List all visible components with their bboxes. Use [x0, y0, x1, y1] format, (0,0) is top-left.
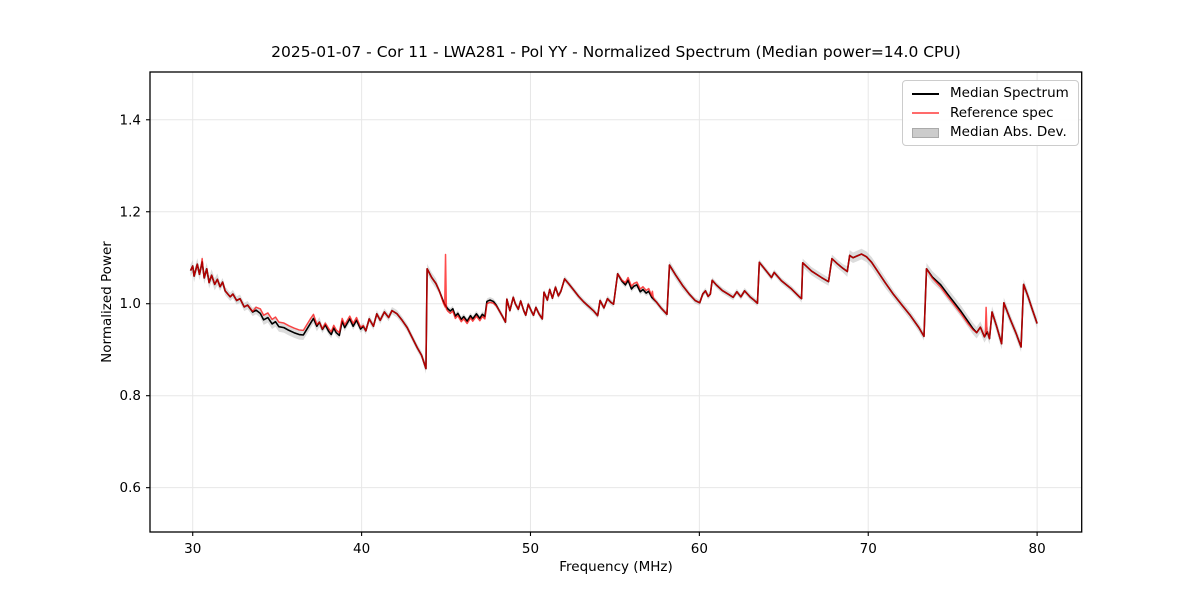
reference-spec-line	[189, 253, 1038, 370]
legend: Median Spectrum Reference spec Median Ab…	[902, 80, 1079, 146]
y-tick-label: 0.8	[120, 388, 141, 404]
mad-band	[190, 248, 1038, 374]
x-tick-label: 30	[184, 541, 201, 557]
x-axis-label: Frequency (MHz)	[559, 559, 673, 575]
x-tick-label: 80	[1029, 541, 1046, 557]
x-tick-label: 60	[691, 541, 708, 557]
chart-title: 2025-01-07 - Cor 11 - LWA281 - Pol YY - …	[271, 43, 961, 61]
legend-label: Median Abs. Dev.	[950, 124, 1067, 141]
reference-spec-line-swatch	[912, 112, 939, 115]
median-abs-dev-patch-swatch	[912, 127, 939, 138]
gridlines	[150, 72, 1082, 532]
legend-label: Reference spec	[950, 104, 1054, 121]
x-tick-label: 40	[353, 541, 370, 557]
legend-item-median-abs-dev: Median Abs. Dev.	[912, 123, 1070, 143]
plot-border	[149, 71, 1083, 533]
legend-item-median-spectrum: Median Spectrum	[912, 84, 1070, 104]
x-tick-label: 50	[522, 541, 539, 557]
y-tick-label: 1.0	[120, 296, 141, 312]
x-tick-label: 70	[860, 541, 877, 557]
legend-label: Median Spectrum	[950, 85, 1069, 101]
y-tick-label: 0.6	[120, 480, 141, 496]
legend-item-reference-spec: Reference spec	[912, 104, 1070, 124]
axis-ticks: 30 40 50 60 70 80 0.6 0.8 1.0 1.2 1.4	[120, 112, 1046, 557]
y-tick-label: 1.4	[120, 112, 141, 128]
y-axis-label: Normalized Power	[99, 241, 115, 363]
y-tick-label: 1.2	[120, 204, 141, 220]
median-spectrum-line-swatch	[912, 92, 939, 95]
